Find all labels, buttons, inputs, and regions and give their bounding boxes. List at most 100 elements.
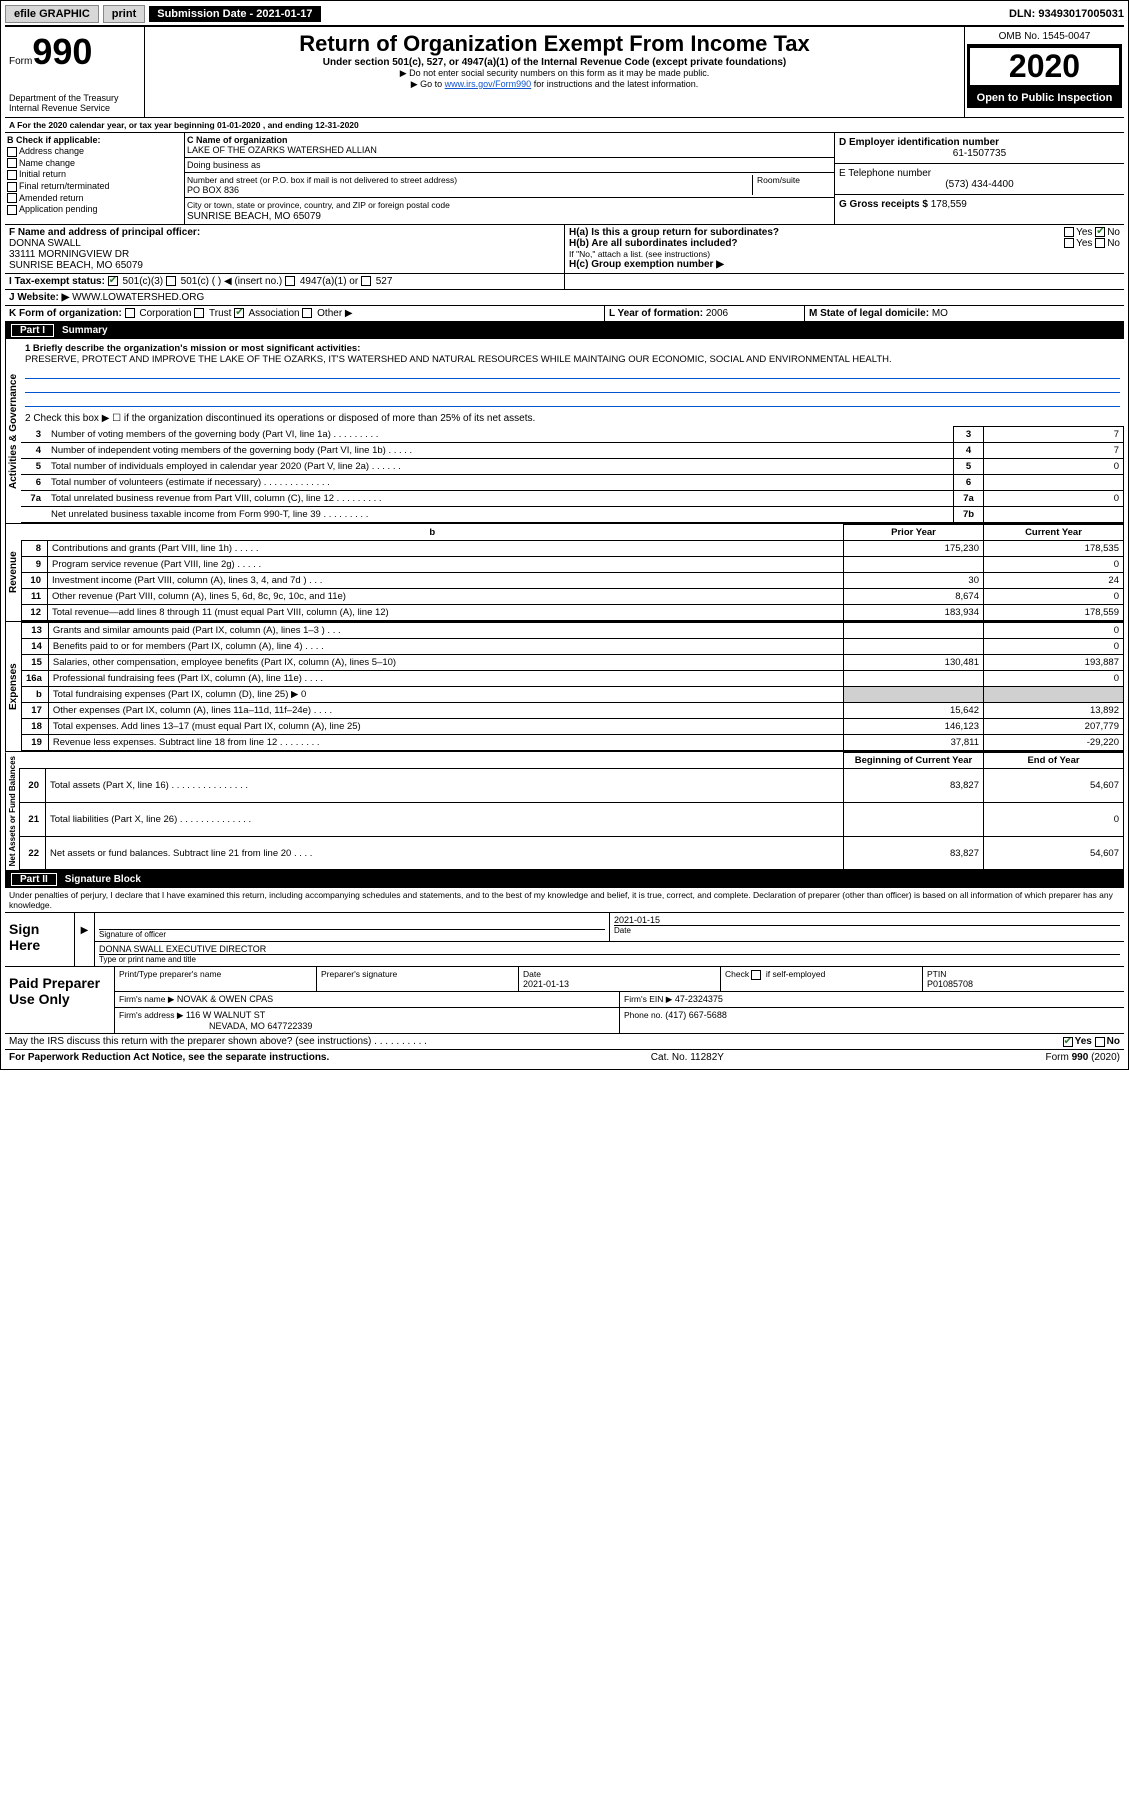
table-row: 8Contributions and grants (Part VIII, li… <box>22 541 1124 557</box>
right-info: D Employer identification number61-15077… <box>834 133 1124 224</box>
table-row: 11Other revenue (Part VIII, column (A), … <box>22 589 1124 605</box>
sign-here-row: Sign Here ▶ Signature of officer 2021-01… <box>5 913 1124 967</box>
mission-text: PRESERVE, PROTECT AND IMPROVE THE LAKE O… <box>25 354 1120 365</box>
table-row: 9Program service revenue (Part VIII, lin… <box>22 557 1124 573</box>
expenses-wrap: Expenses 13Grants and similar amounts pa… <box>5 622 1124 752</box>
check-amended[interactable]: Amended return <box>7 193 182 204</box>
ein-value: 61-1507735 <box>839 148 1120 159</box>
section-b: B Check if applicable: Address change Na… <box>5 133 185 224</box>
org-name: LAKE OF THE OZARKS WATERSHED ALLIAN <box>187 145 377 155</box>
print-name-caption: Type or print name and title <box>99 954 1120 964</box>
k-assoc-checkbox[interactable] <box>234 308 244 318</box>
firm-name: NOVAK & OWEN CPAS <box>177 994 273 1004</box>
self-employed-checkbox[interactable] <box>751 970 761 980</box>
form-title: Return of Organization Exempt From Incom… <box>149 31 960 57</box>
check-final-return[interactable]: Final return/terminated <box>7 181 182 192</box>
firm-name-label: Firm's name ▶ <box>119 994 174 1004</box>
prep-date-header: Date <box>523 969 541 979</box>
501c-checkbox[interactable] <box>166 276 176 286</box>
officer-sig-caption: Signature of officer <box>99 929 605 939</box>
d-label: D Employer identification number <box>839 137 999 148</box>
form-word: Form <box>9 56 32 67</box>
revenue-wrap: Revenue bPrior YearCurrent Year 8Contrib… <box>5 524 1124 622</box>
k-other-checkbox[interactable] <box>302 308 312 318</box>
check-app-pending[interactable]: Application pending <box>7 204 182 215</box>
check-initial-return[interactable]: Initial return <box>7 169 182 180</box>
website-row: J Website: ▶ WWW.LOWATERSHED.ORG <box>5 290 1124 306</box>
paid-preparer-label: Paid Preparer Use Only <box>5 967 115 1033</box>
calendar-year-text: A For the 2020 calendar year, or tax yea… <box>5 118 1124 132</box>
ha-no-checkbox[interactable] <box>1095 227 1105 237</box>
part-1-num: Part I <box>11 324 54 337</box>
submission-date-label: Submission Date - 2021-01-17 <box>149 6 320 22</box>
501c3-checkbox[interactable] <box>108 276 118 286</box>
dept-treasury: Department of the Treasury <box>9 93 140 103</box>
opt-501c: 501(c) ( ) ◀ (insert no.) <box>181 276 283 287</box>
sign-date: 2021-01-15 <box>614 915 1120 925</box>
table-row: 22Net assets or fund balances. Subtract … <box>20 836 1124 870</box>
form-header: Form990 Department of the Treasury Inter… <box>5 27 1124 118</box>
expenses-table: 13Grants and similar amounts paid (Part … <box>21 622 1124 751</box>
footer-cat-no: Cat. No. 11282Y <box>651 1052 724 1063</box>
dln-label: DLN: 93493017005031 <box>1009 8 1124 20</box>
check-name-change[interactable]: Name change <box>7 158 182 169</box>
form-990-page: efile GRAPHIC print Submission Date - 20… <box>0 0 1129 1070</box>
efile-graphic-button[interactable]: efile GRAPHIC <box>5 5 99 23</box>
dba-label: Doing business as <box>187 160 261 170</box>
h-c: H(c) Group exemption number ▶ <box>569 259 1120 270</box>
firm-addr2: NEVADA, MO 647722339 <box>209 1021 312 1031</box>
phone-value: (573) 434-4400 <box>839 179 1120 190</box>
website-value: WWW.LOWATERSHED.ORG <box>72 292 204 303</box>
ha-yes-checkbox[interactable] <box>1064 227 1074 237</box>
firm-ein: 47-2324375 <box>675 994 723 1004</box>
jurat-text: Under penalties of perjury, I declare th… <box>5 888 1124 913</box>
addr-label: Number and street (or P.O. box if mail i… <box>187 175 457 185</box>
goto-post: for instructions and the latest informat… <box>531 79 698 89</box>
governance-table: 3Number of voting members of the governi… <box>21 426 1124 523</box>
sign-here-label: Sign Here <box>5 913 75 966</box>
table-row: 10Investment income (Part VIII, column (… <box>22 573 1124 589</box>
discuss-yes: Yes <box>1075 1036 1092 1047</box>
k-corp-checkbox[interactable] <box>125 308 135 318</box>
table-row: 3Number of voting members of the governi… <box>21 427 1124 443</box>
city-label: City or town, state or province, country… <box>187 200 450 210</box>
revenue-table: bPrior YearCurrent Year 8Contributions a… <box>21 524 1124 621</box>
expenses-side: Expenses <box>5 622 21 751</box>
4947-checkbox[interactable] <box>285 276 295 286</box>
table-row: 6Total number of volunteers (estimate if… <box>21 475 1124 491</box>
527-checkbox[interactable] <box>361 276 371 286</box>
preparer-sig-header: Preparer's signature <box>321 969 397 979</box>
sign-date-caption: Date <box>614 925 1120 935</box>
hb-yes-checkbox[interactable] <box>1064 238 1074 248</box>
opt-corp: Corporation <box>139 308 191 319</box>
firm-phone-label: Phone no. <box>624 1010 663 1020</box>
self-emp-label: Check if self-employed <box>725 969 825 979</box>
ptin-value: P01085708 <box>927 979 973 989</box>
check-address-change[interactable]: Address change <box>7 146 182 157</box>
g-label: G Gross receipts $ <box>839 199 928 210</box>
table-row: 4Number of independent voting members of… <box>21 443 1124 459</box>
activities-governance-wrap: Activities & Governance 1 Briefly descri… <box>5 339 1124 524</box>
page-footer: For Paperwork Reduction Act Notice, see … <box>5 1050 1124 1065</box>
h-a: H(a) Is this a group return for subordin… <box>569 227 1120 238</box>
k-trust-checkbox[interactable] <box>194 308 204 318</box>
opt-assoc: Association <box>248 308 299 319</box>
discuss-no-checkbox[interactable] <box>1095 1037 1105 1047</box>
l-label: L Year of formation: <box>609 308 703 319</box>
hb-no-checkbox[interactable] <box>1095 238 1105 248</box>
mission-block: 1 Briefly describe the organization's mi… <box>21 339 1124 411</box>
m-label: M State of legal domicile: <box>809 308 929 319</box>
top-toolbar: efile GRAPHIC print Submission Date - 20… <box>5 5 1124 27</box>
irs-link[interactable]: www.irs.gov/Form990 <box>445 79 532 89</box>
discuss-yes-checkbox[interactable] <box>1063 1037 1073 1047</box>
discuss-no: No <box>1107 1036 1120 1047</box>
ptin-header: PTIN <box>927 969 946 979</box>
org-address: PO BOX 836 <box>187 185 239 195</box>
f-h-row: F Name and address of principal officer:… <box>5 225 1124 274</box>
b-header: b <box>22 525 844 541</box>
prep-date: 2021-01-13 <box>523 979 569 989</box>
i-label: I Tax-exempt status: <box>9 276 105 287</box>
print-button[interactable]: print <box>103 5 145 23</box>
officer-addr2: SUNRISE BEACH, MO 65079 <box>9 260 143 271</box>
room-label: Room/suite <box>757 175 800 185</box>
